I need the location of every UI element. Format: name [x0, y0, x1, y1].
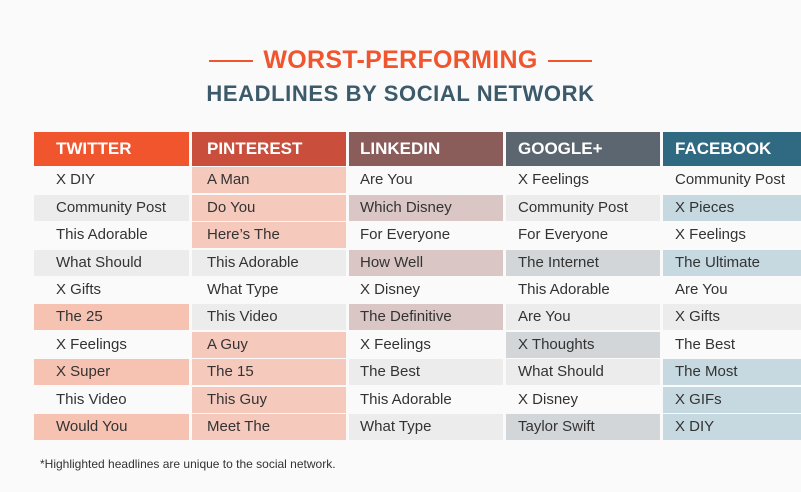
- headline-cell: Are You: [675, 280, 728, 298]
- headline-cell: Community Post: [675, 171, 786, 189]
- headline-cell: This Adorable: [518, 280, 610, 298]
- headline-cell: This Video: [56, 390, 127, 408]
- headline-cell: X Thoughts: [506, 331, 660, 358]
- title-text-1: WORST-PERFORMING: [263, 46, 538, 74]
- column-google: GOOGLE+ X Feelings Community Post For Every…: [506, 132, 660, 440]
- headline-cell: Are You: [506, 304, 660, 331]
- headline-cell: Which Disney: [349, 194, 503, 221]
- column-header: GOOGLE+: [506, 132, 660, 166]
- headline-cell: Community Post: [506, 194, 660, 221]
- headline-cell: Community Post: [34, 194, 189, 221]
- headline-cell: What Type: [349, 413, 503, 440]
- headline-cell: The 25: [34, 304, 189, 331]
- infographic-title: WORST-PERFORMING HEADLINES BY SOCIAL NET…: [0, 46, 801, 107]
- headline-cell: The Internet: [506, 249, 660, 276]
- headline-cell: This Adorable: [56, 226, 148, 244]
- column-header: LINKEDIN: [349, 132, 503, 166]
- headline-cell: A Guy: [192, 331, 346, 358]
- headline-cell: X Feelings: [518, 171, 589, 189]
- headline-cell: This Guy: [192, 386, 346, 413]
- headline-cell: The Best: [675, 335, 736, 353]
- headline-cell: What Should: [506, 359, 660, 386]
- headline-cell: X Gifts: [663, 304, 801, 331]
- headline-cell: X Disney: [360, 280, 421, 298]
- title-rule-right: [547, 59, 592, 62]
- headline-cell: X Pieces: [663, 194, 801, 221]
- title-line-1: WORST-PERFORMING: [0, 46, 801, 75]
- headline-cell: What Should: [34, 249, 189, 276]
- footnote: *Highlighted headlines are unique to the…: [40, 457, 336, 471]
- headline-cell: The Ultimate: [663, 249, 801, 276]
- headline-cell: Would You: [34, 413, 189, 440]
- headline-cell: X DIY: [56, 171, 96, 189]
- headline-cell: The 15: [192, 359, 346, 386]
- headline-cell: What Type: [207, 280, 279, 298]
- headline-cell: X DIY: [663, 413, 801, 440]
- headlines-table: TWITTER X DIY Community Post This Adorable W…: [34, 132, 801, 440]
- headline-cell: For Everyone: [360, 226, 451, 244]
- headline-cell: Taylor Swift: [506, 413, 660, 440]
- headline-cell: Do You: [192, 194, 346, 221]
- headline-cell: X Feelings: [56, 335, 127, 353]
- column-linkedin: LINKEDIN Are You Which Disney For Everyone H…: [349, 132, 503, 440]
- headline-cell: The Most: [663, 359, 801, 386]
- column-twitter: TWITTER X DIY Community Post This Adorable W…: [34, 132, 189, 440]
- headline-cell: This Adorable: [360, 390, 452, 408]
- title-line-2: HEADLINES BY SOCIAL NETWORK: [206, 81, 595, 106]
- headline-cell: X Feelings: [360, 335, 431, 353]
- headline-cell: The Best: [349, 359, 503, 386]
- headline-cell: X Disney: [518, 390, 579, 408]
- headline-cell: For Everyone: [518, 226, 609, 244]
- headline-cell: How Well: [349, 249, 503, 276]
- headline-cell: X Super: [34, 359, 189, 386]
- headline-cell: This Video: [192, 304, 346, 331]
- column-header: FACEBOOK: [663, 132, 801, 166]
- headline-cell: X Gifts: [56, 280, 102, 298]
- column-header: PINTEREST: [192, 132, 346, 166]
- column-pinterest: PINTEREST A Man Do You Here’s The This Adora…: [192, 132, 346, 440]
- headline-cell: This Adorable: [192, 249, 346, 276]
- column-header: TWITTER: [34, 132, 189, 166]
- headline-cell: Meet The: [192, 413, 346, 440]
- headline-cell: The Definitive: [349, 304, 503, 331]
- headline-cell: Here’s The: [192, 222, 346, 249]
- headline-cell: A Man: [192, 167, 346, 194]
- headline-cell: X Feelings: [675, 226, 746, 244]
- headline-cell: X GIFs: [663, 386, 801, 413]
- headline-cell: Are You: [360, 171, 413, 189]
- column-facebook: FACEBOOK Community Post X Pieces X Feelings…: [663, 132, 801, 440]
- title-rule-left: [209, 59, 254, 62]
